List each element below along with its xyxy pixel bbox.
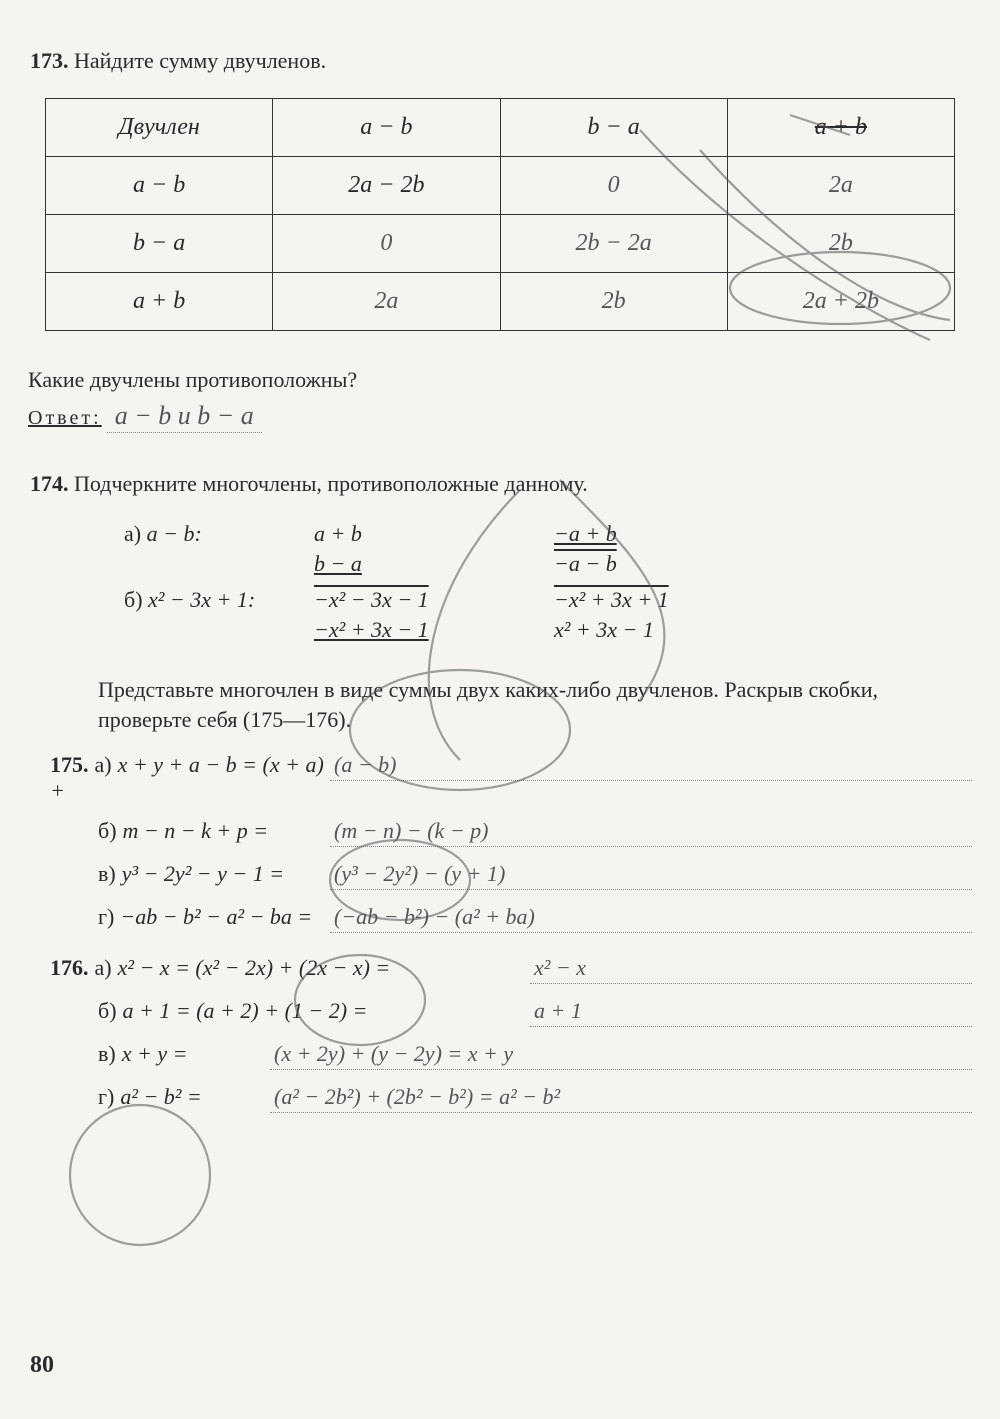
problem-173-text: Найдите сумму двучленов. [74, 48, 326, 73]
option: −a + b [554, 521, 617, 546]
table-row-header: b − a [46, 215, 273, 273]
problem-173-answer: Ответ: a − b и b − a [28, 401, 972, 431]
problem-174-number: 174. [30, 471, 69, 496]
problem-174-heading: 174. Подчеркните многочлены, противополо… [30, 471, 972, 497]
answer-fill: (a − b) [330, 752, 972, 781]
answer-fill: (m − n) − (k − p) [330, 818, 972, 847]
option: −x² − 3x − 1 [314, 587, 429, 612]
table-cell: 0 [273, 215, 500, 273]
problem-174a-label: a) a − b: [124, 521, 314, 547]
table-cell: 2a [727, 157, 954, 215]
page-number: 80 [30, 1352, 54, 1379]
option: x² + 3x − 1 [554, 617, 654, 642]
table-cell: 0 [500, 157, 727, 215]
problem-174b-label: б) x² − 3x + 1: [124, 587, 314, 613]
answer-fill: x² − x [530, 955, 972, 984]
answer-fill: (−ab − b²) − (a² + ba) [330, 904, 972, 933]
answer-fill: (a² − 2b²) + (2b² − b²) = a² − b² [270, 1084, 972, 1113]
option: b − a [314, 551, 362, 576]
problem-173-question: Какие двучлены противоположны? [28, 367, 972, 393]
answer-value: a − b и b − a [107, 401, 262, 433]
table-cell: 2b − 2a [500, 215, 727, 273]
answer-fill: (y³ − 2y²) − (y + 1) [330, 861, 972, 890]
option: −a − b [554, 551, 617, 576]
table-col-header: a − b [273, 99, 500, 157]
problem-175: 175.а)x + y + a − b = (x + a) + (a − b) … [50, 752, 972, 933]
table-cell: 2a [273, 273, 500, 331]
table-row-header: a − b [46, 157, 273, 215]
option: −x² + 3x − 1 [314, 617, 429, 642]
binomial-sum-table: Двучлен a − b b − a a + b a − b 2a − 2b … [45, 98, 955, 331]
table-cell: 2b [500, 273, 727, 331]
answer-fill: (x + 2y) + (y − 2y) = x + y [270, 1041, 972, 1070]
option: −x² + 3x + 1 [554, 587, 669, 612]
table-cell: 2b [727, 215, 954, 273]
problem-174-options: a) a − b: a + b −a + b b − a −a − b б) x… [124, 521, 972, 643]
problem-176: 176.а)x² − x = (x² − 2x) + (2x − x) = x²… [50, 955, 972, 1113]
table-cell: 2a + 2b [727, 273, 954, 331]
answer-fill: a + 1 [530, 998, 972, 1027]
table-row-header: a + b [46, 273, 273, 331]
table-corner-label: Двучлен [46, 99, 273, 157]
answer-label: Ответ: [28, 407, 102, 429]
option: a + b [314, 521, 362, 546]
table-col-header: a + b [727, 99, 954, 157]
table-cell: 2a − 2b [273, 157, 500, 215]
problems-175-176-intro: Представьте многочлен в виде суммы двух … [98, 675, 972, 734]
table-col-header: b − a [500, 99, 727, 157]
problem-173-heading: 173. Найдите сумму двучленов. [30, 48, 972, 74]
problem-174-text: Подчеркните многочлены, противоположные … [74, 471, 588, 496]
problem-173-number: 173. [30, 48, 69, 73]
